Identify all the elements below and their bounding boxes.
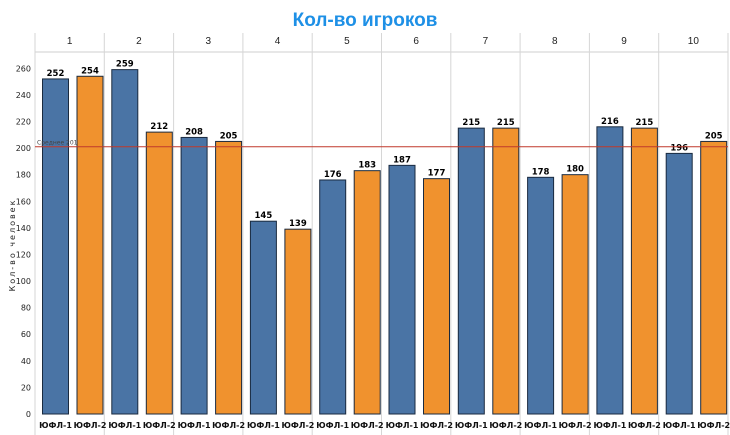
group-label: 2 [136,36,142,47]
bar [215,140,243,415]
data-label: 145 [255,211,273,221]
y-tick-label: 60 [21,330,31,339]
y-tick-label: 0 [26,410,31,419]
y-axis-label: Кол-во человек [8,199,17,292]
y-tick-label: 120 [16,250,31,259]
bar [180,136,208,415]
data-label: 208 [185,127,203,137]
y-tick-label: 200 [16,144,31,153]
data-label: 215 [497,118,515,128]
data-label: 183 [358,161,376,171]
x-tick-label: ЮФЛ-1 [455,421,488,430]
group-label: 4 [275,36,281,47]
data-label: 187 [393,155,411,165]
bar [492,127,520,415]
data-label: 205 [705,131,723,141]
data-label: 205 [220,131,238,141]
y-tick-label: 220 [16,117,31,126]
x-tick-label: ЮФЛ-1 [524,421,557,430]
bar [630,127,658,415]
group-label: 10 [688,36,700,47]
bar [561,174,589,415]
y-tick-label: 80 [21,304,31,313]
x-tick-label: ЮФЛ-2 [559,421,592,430]
x-tick-label: ЮФЛ-2 [281,421,314,430]
group-label: 1 [67,36,73,47]
data-label: 177 [428,169,446,179]
data-label: 176 [324,170,342,180]
y-tick-label: 260 [16,64,31,73]
data-label: 259 [116,60,134,70]
x-tick-label: ЮФЛ-1 [316,421,349,430]
bar [284,228,312,415]
bar [423,178,450,415]
x-tick-label: ЮФЛ-2 [420,421,453,430]
x-tick-label: ЮФЛ-1 [593,421,626,430]
group-label: 8 [552,36,558,47]
x-tick-label: ЮФЛ-1 [663,421,696,430]
y-tick-label: 40 [21,357,31,366]
bar [319,179,347,415]
bar [42,78,69,415]
x-tick-label: ЮФЛ-1 [178,421,211,430]
chart-title: Кол-во игроков [293,10,438,31]
data-label: 252 [47,69,65,79]
y-tick-label: 140 [16,224,31,233]
x-tick-label: ЮФЛ-1 [247,421,280,430]
x-tick-label: ЮФЛ-1 [39,421,72,430]
x-tick-label: ЮФЛ-2 [489,421,522,430]
plot-area: 1 2 3 4 5 6 7 8 9 1002040608010012014016018020022… [16,33,730,435]
y-tick-label: 20 [21,383,31,392]
y-tick-label: 160 [16,197,31,206]
y-tick-label: 240 [16,91,31,100]
data-label: 196 [670,143,688,153]
data-label: 139 [289,219,307,229]
x-tick-label: ЮФЛ-2 [697,421,730,430]
x-tick-label: ЮФЛ-2 [74,421,107,430]
data-label: 215 [462,118,480,128]
data-label: 215 [636,118,654,128]
bar [665,152,693,415]
bar [457,127,485,415]
bar [111,69,139,415]
bar [76,75,104,415]
y-tick-label: 180 [16,171,31,180]
bar [353,170,381,415]
group-label: 3 [205,36,211,47]
bar [145,131,173,415]
data-label: 216 [601,117,619,127]
group-label: 9 [621,36,627,47]
group-label: 6 [413,36,419,47]
x-tick-label: ЮФЛ-1 [108,421,141,430]
bar [596,126,624,415]
bar [700,140,728,415]
group-label: 5 [344,36,350,47]
data-label: 212 [150,122,168,132]
data-label: 254 [81,66,99,76]
data-label: 178 [532,167,550,177]
bar [527,176,555,415]
group-label: 7 [483,36,489,47]
y-tick-label: 100 [16,277,31,286]
x-tick-label: ЮФЛ-2 [212,421,245,430]
x-tick-label: ЮФЛ-2 [143,421,176,430]
average-label: Среднее 201 [37,140,78,147]
bar [249,220,277,415]
bar [388,164,416,415]
x-tick-label: ЮФЛ-2 [351,421,384,430]
x-tick-label: ЮФЛ-2 [628,421,661,430]
x-tick-label: ЮФЛ-1 [386,421,419,430]
data-label: 180 [566,165,584,175]
